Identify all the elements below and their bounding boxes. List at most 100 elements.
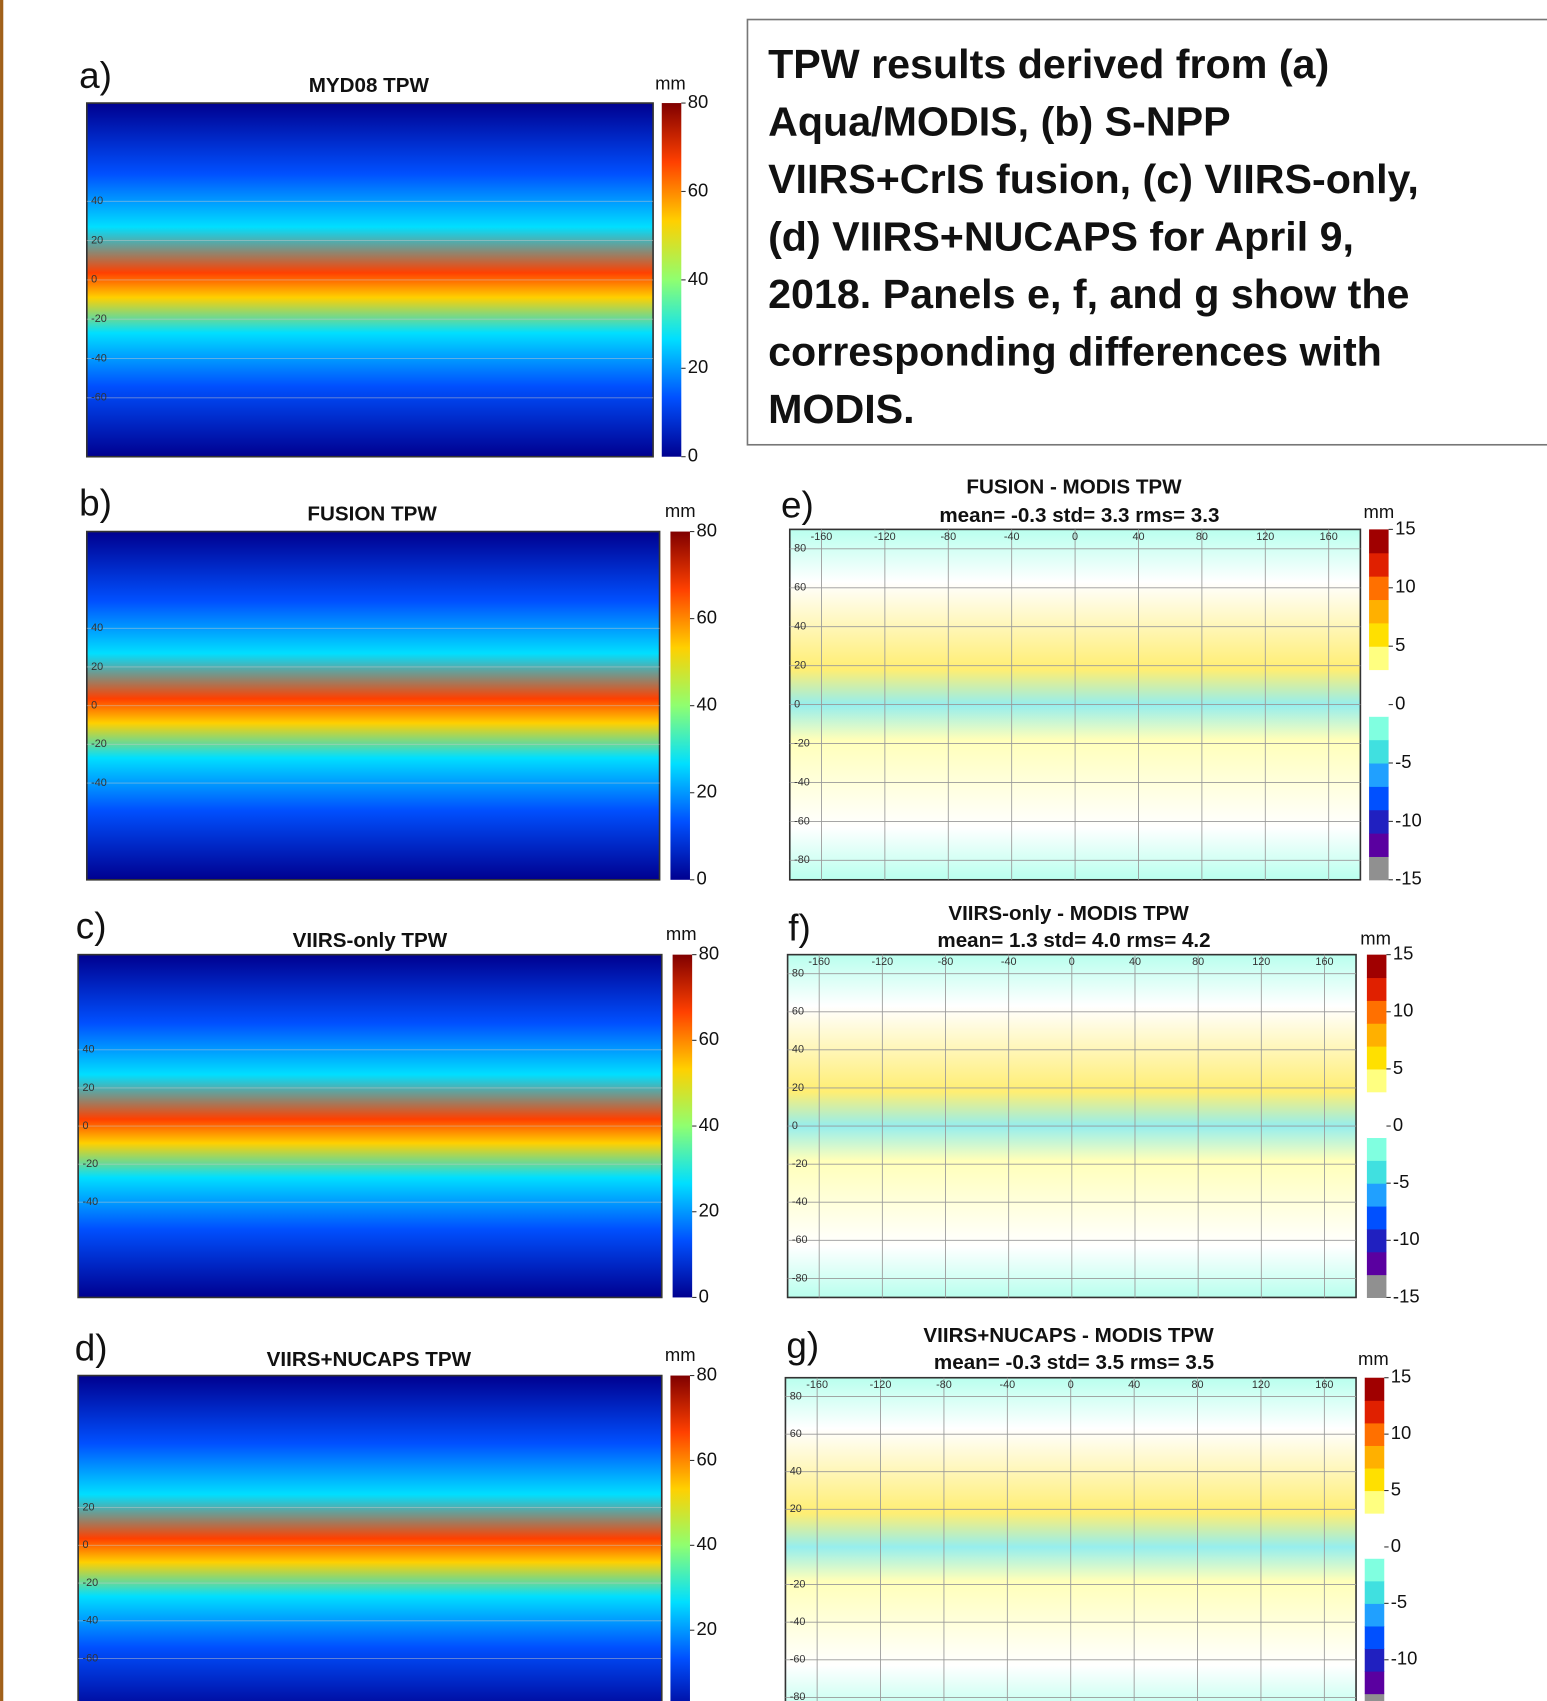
lon-tick-label: -120 xyxy=(870,1379,892,1391)
lat-tick-label: -20 xyxy=(91,738,107,750)
colorbar-bin xyxy=(1366,1137,1387,1161)
panel-label: c) xyxy=(76,905,107,946)
unit-label: mm xyxy=(1358,1348,1389,1369)
panel-subtitle: mean= -0.3 std= 3.5 rms= 3.5 xyxy=(934,1351,1214,1374)
lon-tick-label: -160 xyxy=(808,956,830,968)
colorbar-bin xyxy=(1364,1467,1385,1492)
colorbar xyxy=(670,1375,690,1701)
lat-tick-label: 20 xyxy=(794,660,806,672)
colorbar-tick-label: 15 xyxy=(1393,943,1414,964)
colorbar xyxy=(661,103,682,457)
lon-tick-label: -40 xyxy=(1000,1379,1016,1391)
colorbar-tick-label: 10 xyxy=(1395,576,1416,597)
colorbar-tick-label: -15 xyxy=(1395,868,1422,889)
lat-tick-label: -80 xyxy=(792,1272,808,1284)
colorbar-tick-label: 15 xyxy=(1395,517,1416,538)
lon-tick-label: -40 xyxy=(1001,956,1017,968)
lon-tick-label: -80 xyxy=(936,1379,952,1391)
lat-tick-label: 60 xyxy=(790,1428,802,1440)
colorbar-tick-label: -5 xyxy=(1391,1591,1407,1612)
colorbar-tick-label: 20 xyxy=(696,781,717,802)
lat-tick-label: -80 xyxy=(794,854,810,866)
lon-tick-label: 0 xyxy=(1068,1379,1074,1391)
colorbar-bin xyxy=(1364,1422,1385,1446)
lat-tick-label: -60 xyxy=(82,1652,98,1664)
colorbar-tick-label: 60 xyxy=(699,1028,720,1049)
lon-tick-label: 160 xyxy=(1320,531,1338,543)
lat-tick-label: 60 xyxy=(794,582,806,594)
colorbar-bin xyxy=(1369,622,1389,647)
lat-tick-label: 0 xyxy=(91,274,97,286)
lat-tick-label: 40 xyxy=(91,622,103,634)
lat-tick-label: -20 xyxy=(794,737,810,749)
colorbar-bin xyxy=(1369,669,1389,694)
caption-box xyxy=(746,18,1547,446)
colorbar-bin xyxy=(1369,833,1389,857)
lat-tick-label: -20 xyxy=(82,1577,98,1589)
panel-label: a) xyxy=(79,55,112,96)
unit-label: mm xyxy=(1363,501,1394,522)
map-field xyxy=(77,1374,663,1701)
panel-title: VIIRS+NUCAPS - MODIS TPW xyxy=(923,1324,1214,1347)
panel-title: MYD08 TPW xyxy=(309,74,430,97)
lat-tick-label: 60 xyxy=(792,1006,804,1018)
panel-label: d) xyxy=(75,1327,108,1368)
colorbar-tick-label: 20 xyxy=(688,356,709,377)
colorbar-bin xyxy=(1364,1377,1385,1401)
colorbar-tick-label: 40 xyxy=(699,1114,720,1135)
lat-tick-label: -40 xyxy=(790,1616,806,1628)
colorbar-tick-label: 5 xyxy=(1395,634,1405,655)
lon-tick-label: -40 xyxy=(1004,531,1020,543)
unit-label: mm xyxy=(665,500,696,521)
colorbar-bin xyxy=(1364,1400,1385,1424)
lat-tick-label: 20 xyxy=(91,234,103,246)
colorbar-bin xyxy=(1364,1625,1385,1650)
lat-tick-label: -40 xyxy=(91,352,107,364)
colorbar-tick-label: -10 xyxy=(1391,1648,1418,1669)
colorbar-tick-label: 0 xyxy=(699,1285,709,1306)
lon-tick-label: -120 xyxy=(874,531,896,543)
colorbar-bin xyxy=(1366,1114,1387,1139)
colorbar-bin xyxy=(1366,1023,1387,1047)
panel-title: VIIRS+NUCAPS TPW xyxy=(267,1348,472,1371)
colorbar-tick-label: 0 xyxy=(1395,692,1405,713)
panel-title: VIIRS-only - MODIS TPW xyxy=(948,902,1189,925)
lat-tick-label: -40 xyxy=(82,1196,98,1208)
lat-tick-label: -20 xyxy=(790,1578,806,1590)
colorbar-bin xyxy=(1369,739,1389,764)
colorbar-bin xyxy=(1366,1183,1387,1207)
colorbar-bin xyxy=(1366,977,1387,1001)
colorbar-tick-label: 5 xyxy=(1393,1057,1403,1078)
colorbar-bin xyxy=(1366,1251,1387,1276)
lat-tick-label: 20 xyxy=(82,1501,94,1513)
lon-tick-label: 120 xyxy=(1252,956,1270,968)
panel-label: b) xyxy=(79,482,112,523)
colorbar-tick-label: 80 xyxy=(696,519,717,540)
unit-label: mm xyxy=(665,1344,696,1365)
colorbar-bin xyxy=(1366,1206,1387,1230)
caption-line: Aqua/MODIS, (b) S-NPP xyxy=(768,99,1231,145)
colorbar-tick-label: 0 xyxy=(1393,1114,1403,1135)
colorbar-tick-label: 15 xyxy=(1391,1366,1412,1387)
colorbar-bin xyxy=(1369,552,1389,577)
lat-tick-label: -20 xyxy=(792,1158,808,1170)
colorbar-tick-label: 40 xyxy=(696,694,717,715)
lat-tick-label: 40 xyxy=(792,1044,804,1056)
unit-label: mm xyxy=(666,923,697,944)
lat-tick-label: -60 xyxy=(790,1654,806,1666)
colorbar-bin xyxy=(1364,1535,1385,1559)
lat-tick-label: -20 xyxy=(91,313,107,325)
colorbar-bin xyxy=(1369,856,1389,881)
colorbar-bin xyxy=(1364,1671,1385,1695)
lat-tick-label: -40 xyxy=(82,1615,98,1627)
colorbar-tick-label: 5 xyxy=(1391,1478,1401,1499)
lat-tick-label: -60 xyxy=(792,1234,808,1246)
lon-tick-label: 0 xyxy=(1072,531,1078,543)
lat-tick-label: 80 xyxy=(792,968,804,980)
lon-tick-label: 120 xyxy=(1252,1379,1270,1391)
colorbar-tick-label: 40 xyxy=(696,1533,717,1554)
lon-tick-label: 40 xyxy=(1129,956,1141,968)
panel-title: FUSION TPW xyxy=(307,503,437,526)
lat-tick-label: 20 xyxy=(790,1503,802,1515)
lat-tick-label: 0 xyxy=(82,1120,88,1132)
